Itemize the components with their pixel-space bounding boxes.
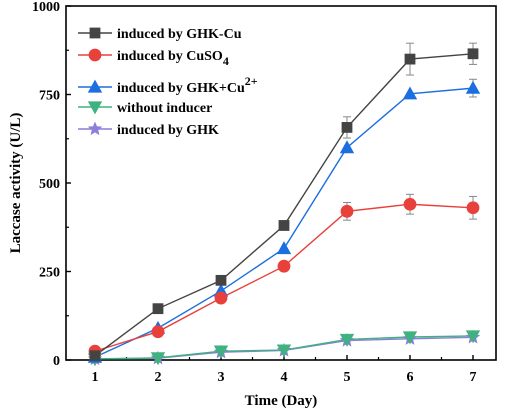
data-point [402,86,418,100]
data-point [151,325,165,339]
data-point [150,352,166,366]
x-tick-label: 6 [407,370,414,385]
data-point [339,333,355,347]
data-point [278,220,290,231]
legend-marker [87,121,103,136]
legend-label: without inducer [117,101,212,116]
x-tick-label: 5 [344,370,351,385]
legend-marker [87,101,103,115]
y-axis-title: Laccase activity (U/L) [8,113,24,254]
data-point [276,241,292,255]
data-point [339,140,355,154]
data-markers [87,48,481,367]
y-tick-label: 1000 [32,0,60,15]
legend: induced by GHK-Cu induced by CuSO4 induced… [78,27,258,138]
error-bars [343,42,477,221]
legend-label: induced by CuSO4 [117,49,229,68]
data-point [276,344,292,358]
data-point [402,331,418,345]
x-tick-label: 4 [281,370,288,385]
series-lines [94,53,474,360]
data-point [404,53,416,65]
x-tick-label: 1 [92,370,99,385]
legend-label: induced by GHK-Cu [117,27,242,42]
data-point [215,274,227,286]
legend-label: induced by GHK+Cu2+ [117,74,258,96]
y-tick-label: 500 [39,177,60,192]
legend-marker [87,79,103,93]
data-point [467,48,479,60]
data-point [213,345,229,359]
data-point [214,291,228,305]
axis-ticks: 1 2 3 4 5 6 7 0 250 500 750 1000 [32,0,477,385]
y-tick-label: 0 [53,354,60,369]
data-point [465,330,481,344]
data-point [277,259,291,273]
data-point [466,201,480,215]
x-tick-label: 2 [155,370,162,385]
x-tick-label: 3 [218,370,225,385]
x-axis-title: Time (Day) [245,393,318,409]
data-point [340,204,354,218]
data-point [89,350,101,362]
data-point [403,197,417,211]
legend-marker [89,27,101,39]
legend-label: induced by GHK [117,123,219,138]
data-point [465,80,481,94]
y-tick-label: 250 [39,266,60,281]
legend-marker [88,48,102,62]
x-tick-label: 7 [470,370,477,385]
data-point [341,122,353,133]
y-tick-label: 750 [39,89,60,104]
data-point [152,303,164,315]
